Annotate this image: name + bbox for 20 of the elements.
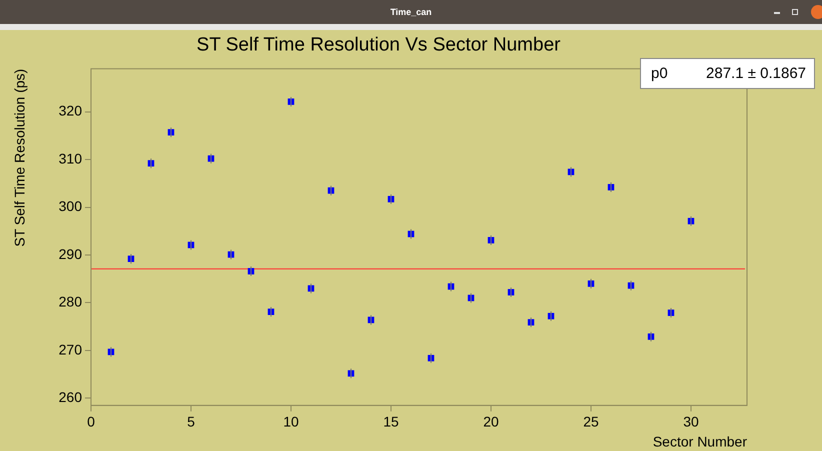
y-tick-label: 320 xyxy=(58,102,82,119)
y-axis-title: ST Self Time Resolution (ps) xyxy=(11,68,28,247)
x-tick-label: 10 xyxy=(283,414,299,430)
x-axis-title: Sector Number xyxy=(652,433,748,450)
y-tick-label: 260 xyxy=(58,389,82,406)
y-tick-label: 270 xyxy=(58,341,82,358)
x-tick-label: 5 xyxy=(187,414,196,430)
x-tick-label: 15 xyxy=(383,414,399,430)
y-tick-label: 290 xyxy=(58,246,82,262)
x-tick-label: 20 xyxy=(483,414,499,430)
annotation: p0 xyxy=(651,65,668,82)
x-tick-label: 25 xyxy=(583,414,599,430)
y-tick-label: 310 xyxy=(58,150,82,166)
x-tick-label: 0 xyxy=(87,414,96,430)
x-tick-label: 30 xyxy=(683,414,699,430)
text: Time_can xyxy=(390,7,432,17)
y-tick-label: 300 xyxy=(58,198,82,214)
annotation: 287.1 ± 0.1867 xyxy=(706,65,806,82)
chart-title: ST Self Time Resolution Vs Sector Number xyxy=(196,34,562,56)
y-tick-label: 280 xyxy=(58,294,82,310)
